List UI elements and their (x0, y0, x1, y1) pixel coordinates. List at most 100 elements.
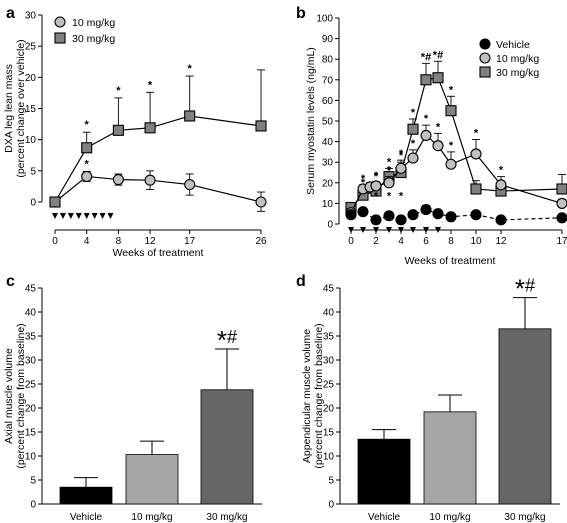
significance-marker: * (85, 119, 90, 131)
dosing-arrow (435, 227, 441, 233)
x-tick-label: 0 (348, 236, 354, 247)
significance-marker: * (116, 85, 121, 97)
series-line (54, 175, 262, 203)
x-tick-label: 26 (255, 236, 267, 247)
y-tick-label: 50 (322, 117, 334, 128)
data-point (556, 183, 567, 195)
y-axis-label: Axial muscle volume (3, 348, 15, 444)
legend-marker (479, 66, 491, 78)
significance-marker: * (361, 173, 366, 185)
y-tick-label: 30 (25, 11, 37, 22)
y-tick-label: 10 (25, 135, 37, 146)
panel-label-a: a (6, 5, 15, 22)
data-point (395, 162, 407, 174)
y-tick-label: 30 (25, 356, 37, 367)
dosing-arrow (99, 213, 106, 219)
data-point (495, 179, 507, 191)
x-tick-label: 4 (84, 236, 90, 247)
y-tick-label: 45 (323, 284, 335, 295)
panel-label-c: c (6, 273, 15, 290)
dosing-arrow (91, 213, 98, 219)
series-line (54, 115, 262, 203)
significance-marker: * (188, 63, 193, 75)
x-tick-label: 8 (116, 236, 122, 247)
bar (498, 328, 552, 505)
x-tick-label: 30 mg/kg (206, 512, 247, 523)
panel-label-d: d (296, 273, 306, 290)
data-point (420, 204, 432, 216)
data-point (144, 122, 156, 134)
y-tick-label: 25 (323, 380, 335, 391)
data-point (556, 212, 567, 224)
data-point (370, 214, 382, 226)
significance-marker: *# (421, 51, 431, 63)
significance-marker: * (449, 84, 454, 96)
y-tick-label: 60 (322, 96, 334, 107)
data-point (255, 120, 267, 132)
data-point (345, 209, 357, 221)
data-point (395, 214, 407, 226)
data-point (383, 210, 395, 222)
dosing-arrow (410, 227, 416, 233)
data-point (445, 105, 457, 117)
x-tick-label: 6 (423, 236, 429, 247)
x-tick-label: 12 (145, 236, 157, 247)
data-point (49, 196, 61, 208)
bar (59, 486, 113, 505)
panel-label-b: b (296, 5, 306, 22)
y-tick-label: 20 (323, 404, 335, 415)
significance-marker: * (474, 128, 479, 140)
bar (125, 454, 179, 505)
x-tick-label: 2 (373, 236, 379, 247)
data-point (432, 208, 444, 220)
y-tick-label: 80 (322, 55, 334, 66)
dosing-arrow (348, 227, 354, 233)
legend-label: 30 mg/kg (496, 67, 539, 79)
data-point (255, 196, 267, 208)
y-tick-label: 0 (328, 500, 334, 511)
y-tick-label: 15 (25, 104, 37, 115)
y-tick-label: 40 (25, 308, 37, 319)
significance-marker: *# (217, 325, 237, 355)
dosing-arrow (59, 213, 66, 219)
x-tick-label: 30 mg/kg (504, 512, 545, 523)
bar (200, 389, 254, 505)
y-tick-label: 20 (25, 73, 37, 84)
significance-hash: # (525, 276, 535, 296)
x-tick-label: 17 (556, 236, 567, 247)
dosing-arrow (67, 213, 74, 219)
y-tick-label: 40 (322, 137, 334, 148)
data-point (556, 197, 567, 209)
legend-marker (54, 16, 66, 28)
y-tick-label: 45 (25, 284, 37, 295)
y-tick-label: 25 (25, 380, 37, 391)
dosing-arrow (360, 227, 366, 233)
dosing-arrow (107, 213, 114, 219)
panel-a-chart: a 0 5 10 15 20 25 30 DXA leg lean mass (percent c… (3, 5, 267, 259)
x-axis-label: Weeks of treatment (113, 247, 204, 259)
dosing-arrow (386, 227, 392, 233)
legend-label: 10 mg/kg (496, 53, 539, 65)
significance-marker: * (436, 121, 441, 133)
significance-marker: * (424, 113, 429, 125)
y-tick-label: 5 (30, 476, 36, 487)
y-tick-label: 20 (25, 404, 37, 415)
y-tick-label: 70 (322, 75, 334, 86)
series-line (350, 134, 563, 213)
y-axis-label: Serum myostatin levels (ng/mL) (305, 47, 317, 195)
data-point (420, 129, 432, 141)
significance-marker: *# (515, 274, 535, 304)
legend-label: 10 mg/kg (72, 17, 115, 29)
significance-marker: * (387, 190, 392, 202)
data-point (470, 148, 482, 160)
data-point (420, 74, 432, 86)
data-point (383, 177, 395, 189)
data-point (445, 211, 457, 223)
y-axis-label: (percent change over vehicle) (15, 39, 27, 177)
y-tick-label: 15 (25, 428, 37, 439)
significance-marker: * (361, 177, 366, 189)
significance-marker: * (449, 140, 454, 152)
y-axis-label: DXA leg lean mass (3, 64, 15, 153)
y-tick-label: 15 (323, 428, 335, 439)
